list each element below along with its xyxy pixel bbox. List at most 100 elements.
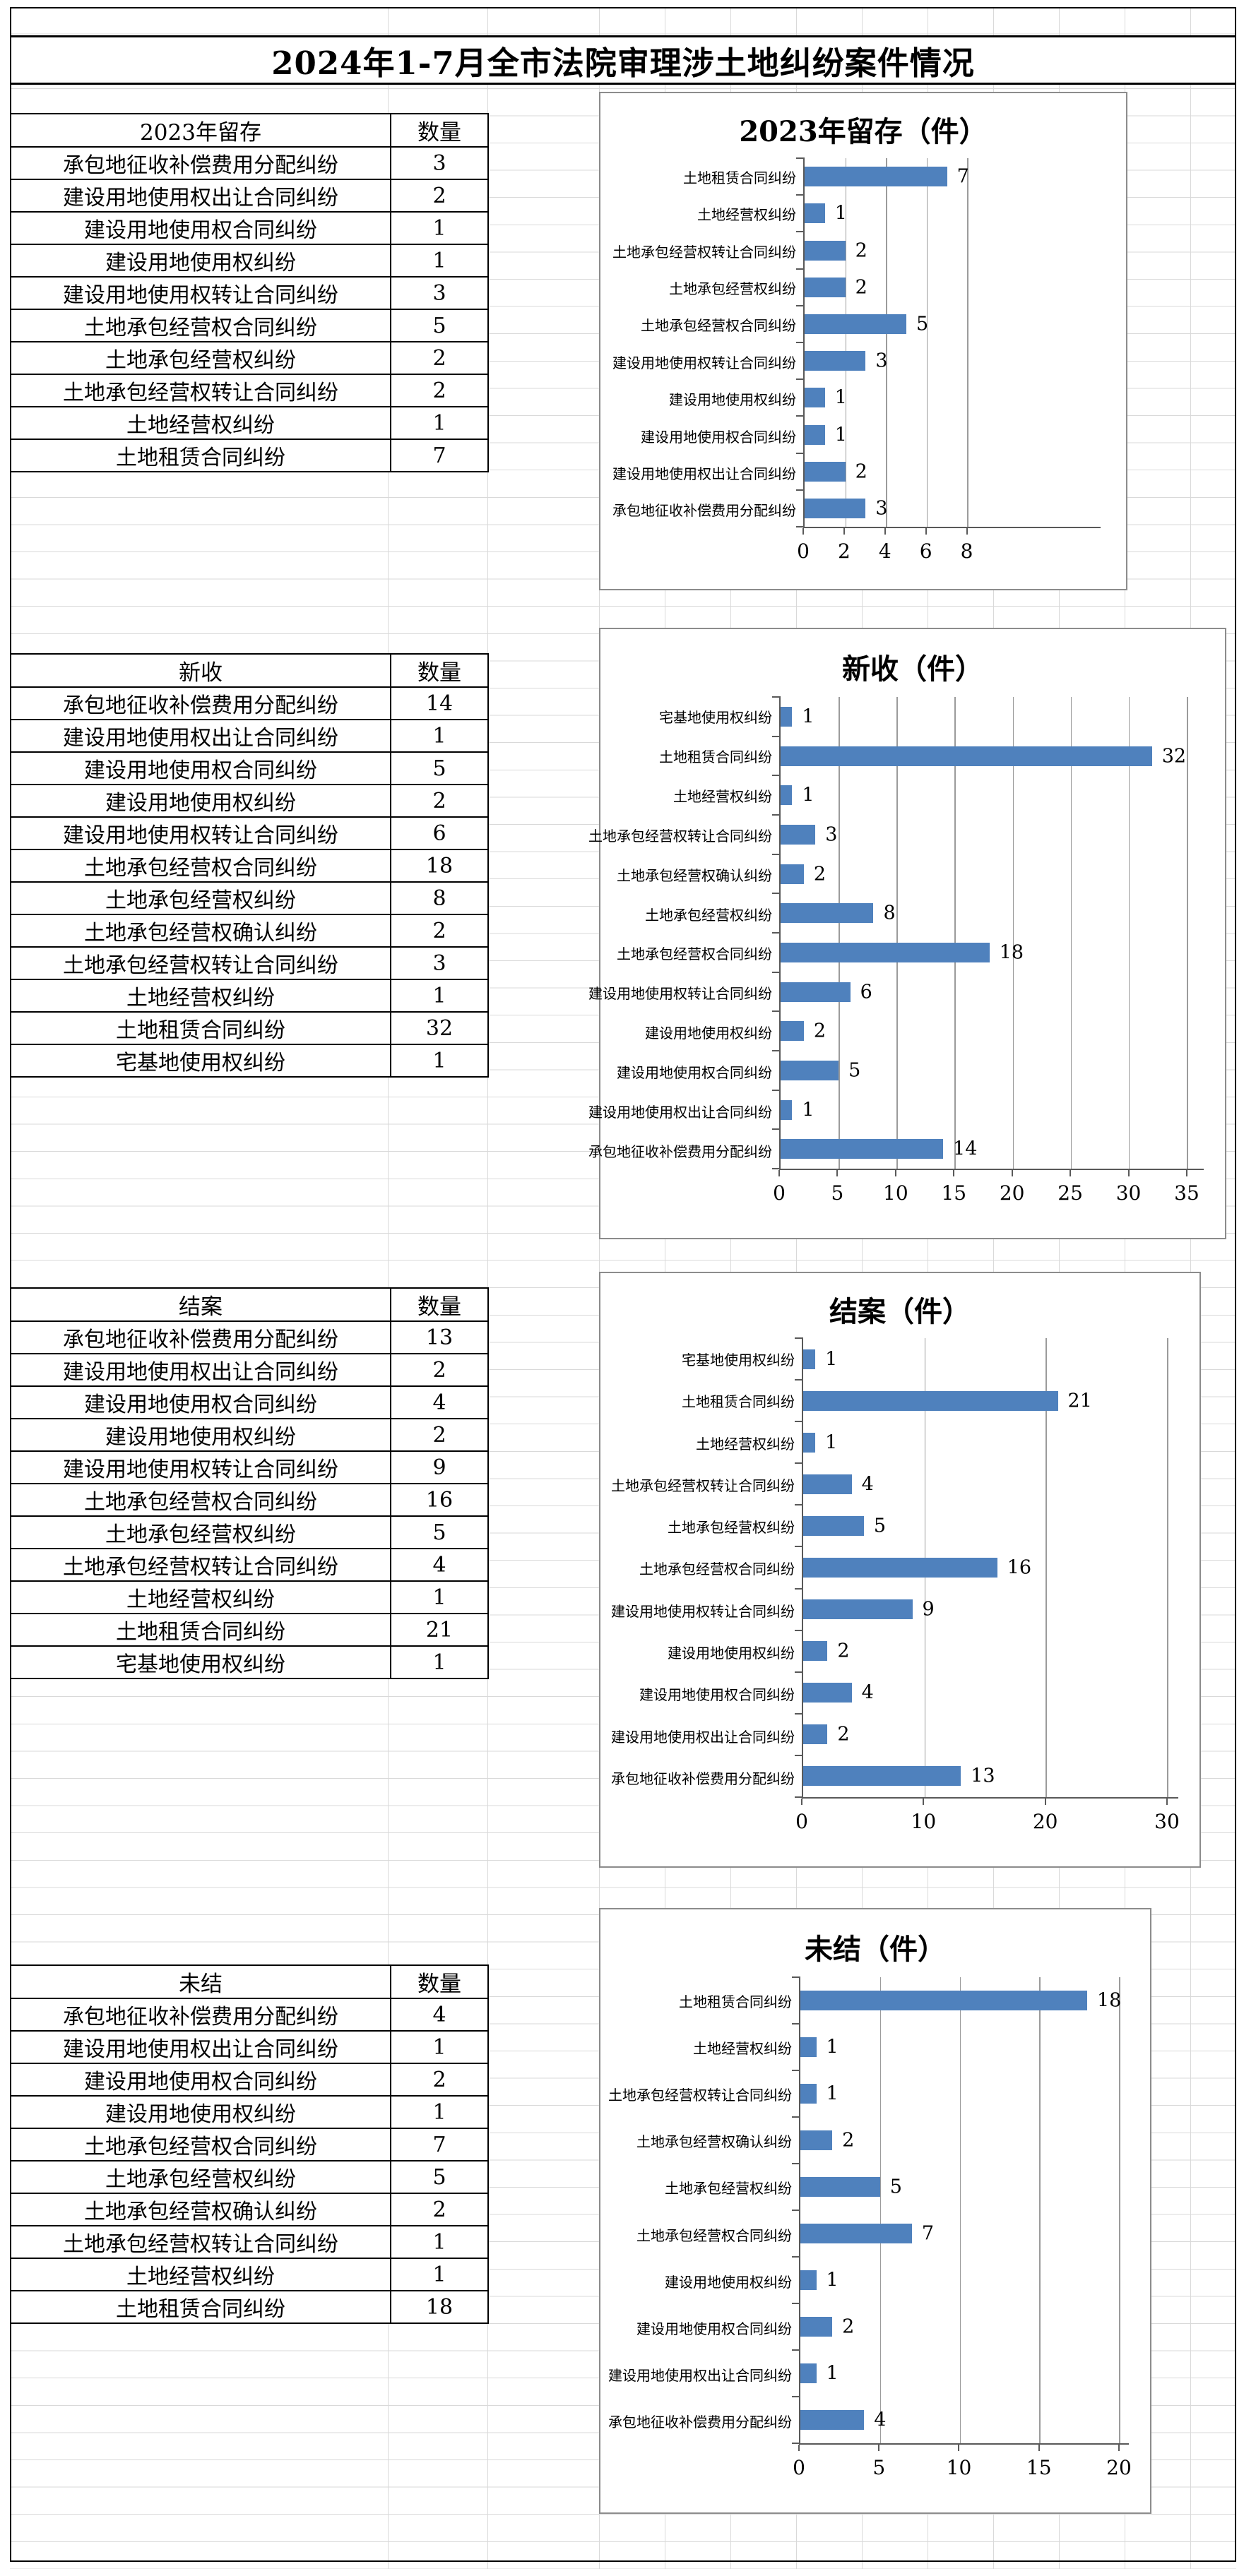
case-type-cell[interactable]: 宅基地使用权纠纷 [10,1645,391,1679]
count-cell[interactable]: 2 [390,374,489,407]
count-cell[interactable]: 2 [390,179,489,213]
count-cell[interactable]: 2 [390,341,489,375]
count-cell[interactable]: 1 [390,1580,489,1614]
case-type-cell[interactable]: 土地租赁合同纠纷 [10,1011,391,1045]
count-cell[interactable]: 1 [390,244,489,278]
case-type-cell[interactable]: 建设用地使用权出让合同纠纷 [10,1353,391,1387]
qty-header-cell[interactable]: 数量 [390,1287,489,1322]
table-title-cell[interactable]: 未结 [10,1964,391,1999]
count-cell[interactable]: 3 [390,276,489,310]
case-type-cell[interactable]: 土地承包经营权确认纠纷 [10,914,391,948]
case-type-cell[interactable]: 建设用地使用权出让合同纠纷 [10,2030,391,2064]
qty-header-cell[interactable]: 数量 [390,113,489,148]
qty-header-cell[interactable]: 数量 [390,1964,489,1999]
count-cell[interactable]: 2 [390,1418,489,1452]
count-cell[interactable]: 2 [390,1353,489,1387]
case-type-cell[interactable]: 建设用地使用权出让合同纠纷 [10,179,391,213]
count-cell[interactable]: 1 [390,406,489,440]
count-cell[interactable]: 1 [390,1645,489,1679]
case-type-cell[interactable]: 土地承包经营权纠纷 [10,341,391,375]
chart-2023-carryover[interactable]: 2023年留存（件） 土地租赁合同纠纷 土地经营权纠纷 土地承包经营权转让合同纠纷土… [599,92,1127,590]
count-cell[interactable]: 1 [390,1044,489,1078]
count-cell[interactable]: 2 [390,914,489,948]
count-cell[interactable]: 3 [390,946,489,980]
count-cell[interactable]: 5 [390,1515,489,1549]
case-type-cell[interactable]: 土地承包经营权纠纷 [10,1515,391,1549]
case-type-cell[interactable]: 土地承包经营权转让合同纠纷 [10,1548,391,1582]
case-type-cell[interactable]: 土地经营权纠纷 [10,979,391,1013]
count-cell[interactable]: 2 [390,784,489,818]
count-cell[interactable]: 5 [390,309,489,342]
case-type-cell[interactable]: 建设用地使用权转让合同纠纷 [10,1450,391,1484]
chart-closed-cases[interactable]: 结案（件） 宅基地使用权纠纷 土地租赁合同纠纷 土地经营权纠纷 土地承包经营权转让合同… [599,1272,1201,1868]
count-cell[interactable]: 21 [390,1613,489,1647]
count-cell[interactable]: 7 [390,2128,489,2161]
case-type-cell[interactable]: 建设用地使用权纠纷 [10,1418,391,1452]
qty-header-cell[interactable]: 数量 [390,653,489,688]
case-type-cell[interactable]: 建设用地使用权合同纠纷 [10,751,391,785]
case-type-cell[interactable]: 土地承包经营权转让合同纠纷 [10,946,391,980]
case-type-cell[interactable]: 承包地征收补偿费用分配纠纷 [10,686,391,720]
count-cell[interactable]: 6 [390,816,489,850]
case-type-cell[interactable]: 建设用地使用权纠纷 [10,2095,391,2129]
case-type-cell[interactable]: 土地承包经营权合同纠纷 [10,309,391,342]
case-type-cell[interactable]: 土地经营权纠纷 [10,2258,391,2291]
case-type-cell[interactable]: 土地承包经营权纠纷 [10,881,391,915]
count-cell[interactable]: 1 [390,979,489,1013]
case-type-cell[interactable]: 承包地征收补偿费用分配纠纷 [10,1998,391,2032]
case-type-cell[interactable]: 建设用地使用权出让合同纠纷 [10,719,391,753]
case-type-cell[interactable]: 承包地征收补偿费用分配纠纷 [10,146,391,180]
chart-new-cases[interactable]: 新收（件） 宅基地使用权纠纷 土地租赁合同纠纷 土地经营权纠纷 土地承包经营权转让合同… [588,628,1226,1239]
case-type-cell[interactable]: 土地租赁合同纠纷 [10,2290,391,2324]
count-cell[interactable]: 1 [390,719,489,753]
count-cell[interactable]: 5 [390,751,489,785]
table-title-cell[interactable]: 2023年留存 [10,113,391,148]
chart-pending-cases[interactable]: 未结（件） 土地租赁合同纠纷 土地经营权纠纷 土地承包经营权转让合同纠纷 土地承包经营… [599,1908,1151,2514]
count-cell[interactable]: 2 [390,2193,489,2226]
count-cell[interactable]: 16 [390,1483,489,1517]
case-type-cell[interactable]: 土地经营权纠纷 [10,1580,391,1614]
count-cell[interactable]: 4 [390,1385,489,1419]
count-cell[interactable]: 13 [390,1320,489,1354]
count-cell[interactable]: 18 [390,2290,489,2324]
case-type-cell[interactable]: 土地承包经营权合同纠纷 [10,1483,391,1517]
case-type-cell[interactable]: 土地承包经营权确认纠纷 [10,2193,391,2226]
count-cell[interactable]: 3 [390,146,489,180]
table-title-cell[interactable]: 结案 [10,1287,391,1322]
count-cell[interactable]: 18 [390,849,489,883]
case-type-cell[interactable]: 宅基地使用权纠纷 [10,1044,391,1078]
case-type-cell[interactable]: 承包地征收补偿费用分配纠纷 [10,1320,391,1354]
count-cell[interactable]: 1 [390,2095,489,2129]
case-type-cell[interactable]: 建设用地使用权合同纠纷 [10,1385,391,1419]
count-cell[interactable]: 9 [390,1450,489,1484]
count-cell[interactable]: 1 [390,2030,489,2064]
case-type-cell[interactable]: 土地承包经营权转让合同纠纷 [10,2225,391,2259]
case-type-cell[interactable]: 土地租赁合同纠纷 [10,1613,391,1647]
case-type-cell[interactable]: 建设用地使用权合同纠纷 [10,211,391,245]
case-type-cell[interactable]: 建设用地使用权转让合同纠纷 [10,276,391,310]
case-type-cell[interactable]: 土地承包经营权合同纠纷 [10,2128,391,2161]
count-cell[interactable]: 5 [390,2160,489,2194]
count-cell[interactable]: 32 [390,1011,489,1045]
count-cell[interactable]: 7 [390,439,489,472]
count-cell[interactable]: 8 [390,881,489,915]
case-type-cell[interactable]: 土地承包经营权转让合同纠纷 [10,374,391,407]
count-cell[interactable]: 1 [390,2258,489,2291]
case-type-cell[interactable]: 建设用地使用权纠纷 [10,784,391,818]
count-cell[interactable]: 2 [390,2063,489,2097]
case-type-cell[interactable]: 土地经营权纠纷 [10,406,391,440]
table-title-cell[interactable]: 新收 [10,653,391,688]
bar [800,1991,1087,2010]
page-title[interactable]: 2024年1-7月全市法院审理涉土地纠纷案件情况 [10,35,1236,85]
case-type-cell[interactable]: 土地承包经营权合同纠纷 [10,849,391,883]
count-cell[interactable]: 14 [390,686,489,720]
count-cell[interactable]: 1 [390,211,489,245]
count-cell[interactable]: 4 [390,1548,489,1582]
case-type-cell[interactable]: 土地租赁合同纠纷 [10,439,391,472]
case-type-cell[interactable]: 建设用地使用权转让合同纠纷 [10,816,391,850]
case-type-cell[interactable]: 建设用地使用权纠纷 [10,244,391,278]
case-type-cell[interactable]: 建设用地使用权合同纠纷 [10,2063,391,2097]
count-cell[interactable]: 4 [390,1998,489,2032]
case-type-cell[interactable]: 土地承包经营权纠纷 [10,2160,391,2194]
count-cell[interactable]: 1 [390,2225,489,2259]
